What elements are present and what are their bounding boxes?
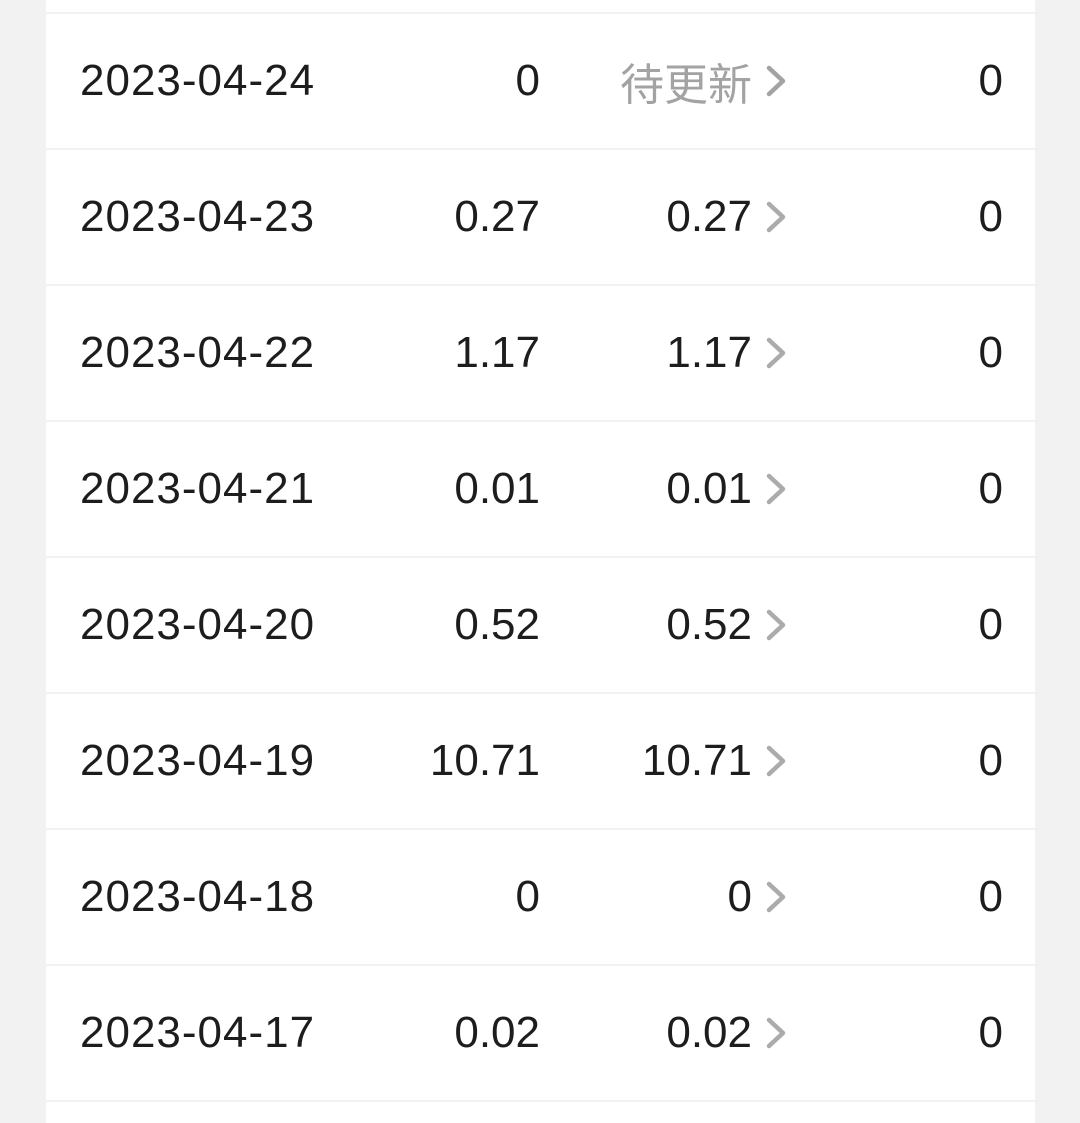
row-detail-link[interactable]: 0 <box>540 872 788 922</box>
row-detail-value: 0.52 <box>666 600 752 649</box>
row-value-primary: 0 <box>515 872 540 921</box>
chevron-right-icon <box>764 62 788 100</box>
chevron-right-icon <box>764 606 788 644</box>
table-top-edge <box>46 0 1035 14</box>
table-row: 2023-04-22 1.17 1.17 0 <box>46 286 1035 422</box>
row-value-secondary: 0 <box>978 56 1003 105</box>
table-row: 2023-04-20 0.52 0.52 0 <box>46 558 1035 694</box>
row-detail-value: 0.27 <box>666 192 752 241</box>
table-row: 2023-04-19 10.71 10.71 0 <box>46 694 1035 830</box>
row-date: 2023-04-18 <box>80 872 316 921</box>
row-date: 2023-04-20 <box>80 600 316 649</box>
row-date: 2023-04-19 <box>80 736 316 785</box>
row-detail-value: 1.17 <box>666 328 752 377</box>
row-value-secondary: 0 <box>978 600 1003 649</box>
chevron-right-icon <box>764 198 788 236</box>
row-value-primary: 0.27 <box>454 192 540 241</box>
row-detail-value: 0 <box>727 872 752 921</box>
row-detail-link[interactable]: 0.27 <box>540 192 788 242</box>
row-value-primary: 0.01 <box>454 464 540 513</box>
row-value-secondary: 0 <box>978 736 1003 785</box>
chevron-right-icon <box>764 334 788 372</box>
row-detail-link[interactable]: 1.17 <box>540 328 788 378</box>
row-detail-link[interactable]: 0.02 <box>540 1008 788 1058</box>
chevron-right-icon <box>764 878 788 916</box>
row-value-secondary: 0 <box>978 192 1003 241</box>
table-row: 2023-04-17 0.02 0.02 0 <box>46 966 1035 1102</box>
row-detail-value: 待更新 <box>620 61 752 110</box>
row-date: 2023-04-21 <box>80 464 316 513</box>
row-value-primary: 0.02 <box>454 1008 540 1057</box>
row-value-primary: 0 <box>515 56 540 105</box>
chevron-right-icon <box>764 742 788 780</box>
table-row: 2023-04-18 0 0 0 <box>46 830 1035 966</box>
table-row: 2023-04-24 0 待更新 0 <box>46 14 1035 150</box>
row-value-primary: 10.71 <box>429 736 540 785</box>
row-value-secondary: 0 <box>978 328 1003 377</box>
chevron-right-icon <box>764 470 788 508</box>
row-date: 2023-04-23 <box>80 192 316 241</box>
row-detail-link[interactable]: 待更新 <box>540 49 788 113</box>
row-detail-value: 0.01 <box>666 464 752 513</box>
row-value-secondary: 0 <box>978 872 1003 921</box>
table-row: 2023-04-23 0.27 0.27 0 <box>46 150 1035 286</box>
row-date: 2023-04-17 <box>80 1008 316 1057</box>
row-detail-link[interactable]: 0.01 <box>540 464 788 514</box>
row-date: 2023-04-22 <box>80 328 316 377</box>
row-value-primary: 1.17 <box>454 328 540 377</box>
row-detail-link[interactable]: 0.52 <box>540 600 788 650</box>
left-gutter <box>0 0 46 1123</box>
row-value-primary: 0.52 <box>454 600 540 649</box>
table-row: 2023-04-21 0.01 0.01 0 <box>46 422 1035 558</box>
row-value-secondary: 0 <box>978 464 1003 513</box>
row-detail-link[interactable]: 10.71 <box>540 736 788 786</box>
row-date: 2023-04-24 <box>80 56 316 105</box>
row-detail-value: 10.71 <box>641 736 752 785</box>
earnings-table: 2023-04-24 0 待更新 0 2023-04-23 0.27 0.27 … <box>46 0 1035 1123</box>
right-gutter <box>1035 0 1080 1123</box>
chevron-right-icon <box>764 1014 788 1052</box>
row-detail-value: 0.02 <box>666 1008 752 1057</box>
row-value-secondary: 0 <box>978 1008 1003 1057</box>
